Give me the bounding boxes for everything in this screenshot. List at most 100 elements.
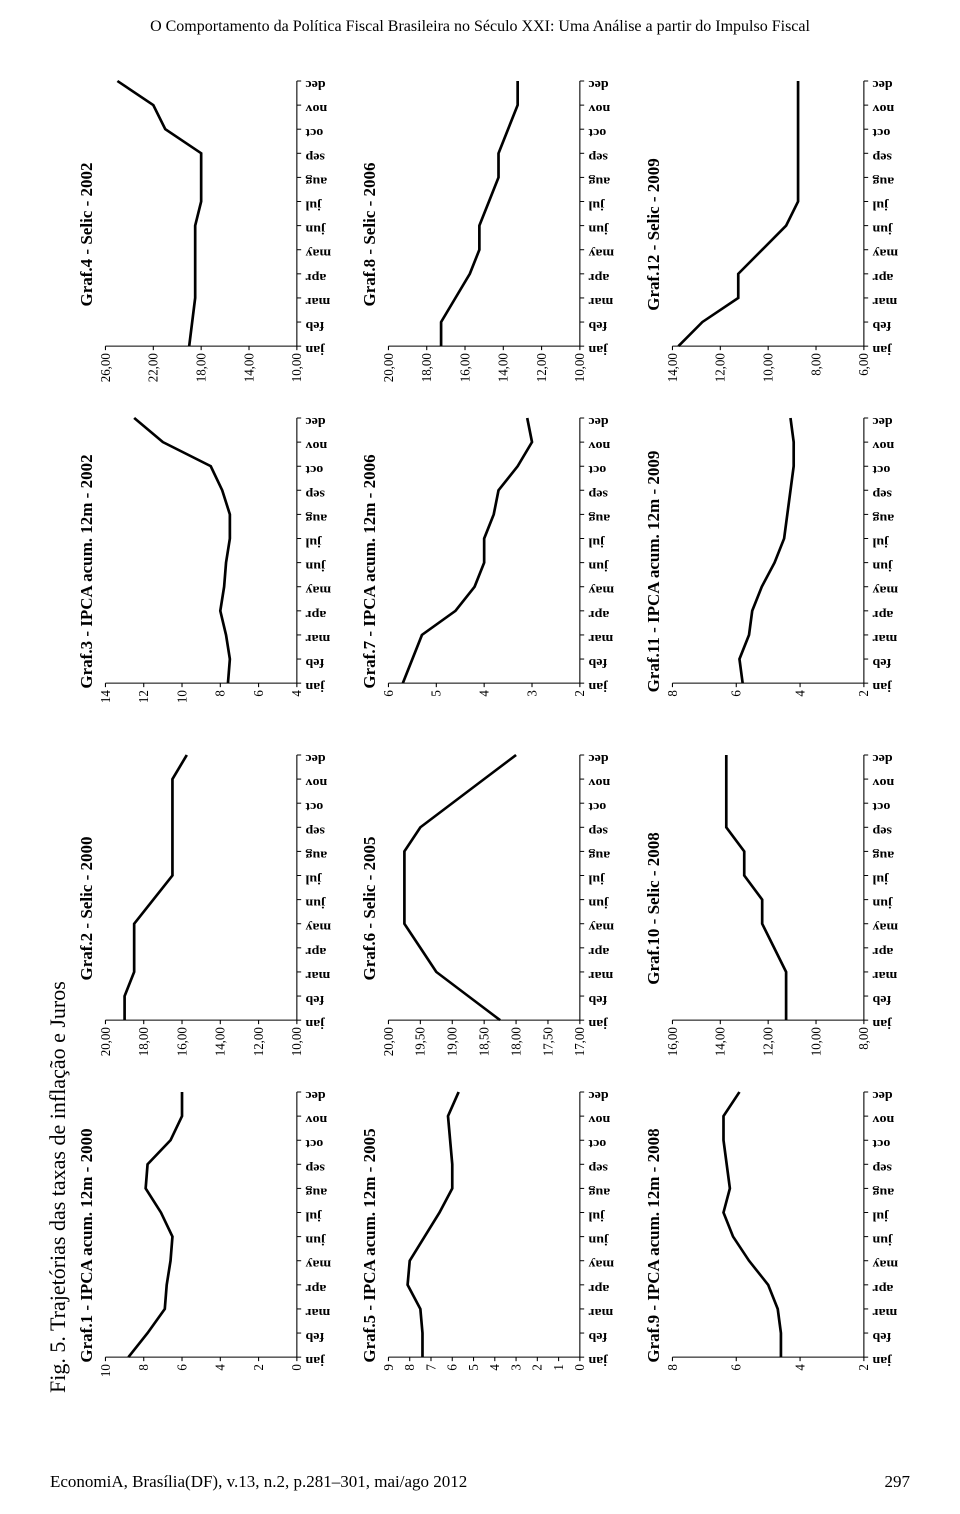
- svg-text:may: may: [872, 247, 898, 261]
- svg-text:dec: dec: [305, 752, 325, 766]
- svg-text:1: 1: [551, 1364, 567, 1370]
- svg-text:14,00: 14,00: [212, 1027, 228, 1056]
- svg-text:dec: dec: [589, 415, 609, 429]
- svg-text:16,00: 16,00: [174, 1027, 190, 1056]
- svg-text:oct: oct: [872, 1137, 890, 1151]
- chart-plot: 0246810janfebmaraprmayjunjulaugsepoctnov…: [99, 1086, 346, 1405]
- data-series-line: [441, 81, 518, 346]
- svg-text:apr: apr: [305, 945, 326, 959]
- svg-text:6: 6: [382, 690, 396, 697]
- svg-text:jul: jul: [589, 873, 607, 887]
- svg-text:oct: oct: [872, 800, 890, 814]
- svg-text:dec: dec: [872, 78, 892, 92]
- svg-text:sep: sep: [872, 150, 891, 164]
- data-series-line: [405, 755, 517, 1020]
- chart-plot: 23456janfebmaraprmayjunjulaugsepoctnovde…: [382, 412, 629, 731]
- chart-plot: 2468janfebmaraprmayjunjulaugsepoctnovdec: [666, 1086, 913, 1405]
- chart-panel: Graf.1 - IPCA acum. 12m - 20000246810jan…: [77, 1086, 346, 1405]
- svg-text:20,00: 20,00: [99, 1027, 113, 1056]
- svg-text:mar: mar: [589, 969, 614, 983]
- svg-text:10: 10: [99, 1364, 113, 1377]
- svg-text:mar: mar: [872, 632, 897, 646]
- svg-text:oct: oct: [872, 463, 890, 477]
- data-series-line: [678, 81, 798, 346]
- svg-text:apr: apr: [589, 1282, 610, 1296]
- svg-text:sep: sep: [589, 150, 608, 164]
- svg-text:nov: nov: [305, 1113, 327, 1127]
- svg-text:sep: sep: [872, 824, 891, 838]
- svg-text:jul: jul: [589, 1210, 607, 1224]
- chart-title: Graf.7 - IPCA acum. 12m - 2006: [360, 412, 380, 731]
- svg-text:dec: dec: [872, 415, 892, 429]
- chart-plot: 2468janfebmaraprmayjunjulaugsepoctnovdec: [666, 412, 913, 731]
- chart-panel: Graf.6 - Selic - 200517,0017,5018,0018,5…: [360, 749, 629, 1068]
- svg-text:2: 2: [572, 690, 588, 696]
- chart-plot: 8,0010,0012,0014,0016,00janfebmaraprmayj…: [666, 749, 913, 1068]
- svg-text:may: may: [305, 1258, 331, 1272]
- chart-plot: 468101214janfebmaraprmayjunjulaugsepoctn…: [99, 412, 346, 731]
- svg-text:jul: jul: [872, 1210, 890, 1224]
- svg-text:18,00: 18,00: [508, 1027, 524, 1056]
- svg-text:nov: nov: [305, 439, 327, 453]
- svg-text:14: 14: [99, 690, 113, 703]
- svg-text:aug: aug: [305, 849, 327, 863]
- svg-text:mar: mar: [305, 969, 330, 983]
- svg-text:nov: nov: [589, 102, 611, 116]
- svg-text:12,00: 12,00: [534, 353, 550, 382]
- svg-text:8: 8: [136, 1364, 152, 1371]
- chart-title: Graf.4 - Selic - 2002: [77, 75, 97, 394]
- chart-plot: 10,0014,0018,0022,0026,00janfebmaraprmay…: [99, 75, 346, 394]
- svg-text:26,00: 26,00: [99, 353, 113, 382]
- svg-text:9: 9: [382, 1364, 396, 1371]
- svg-text:20,00: 20,00: [382, 1027, 396, 1056]
- chart-title: Graf.2 - Selic - 2000: [77, 749, 97, 1068]
- svg-text:4: 4: [476, 690, 492, 697]
- svg-text:apr: apr: [305, 608, 326, 622]
- svg-text:dec: dec: [305, 78, 325, 92]
- svg-text:mar: mar: [305, 1306, 330, 1320]
- svg-text:dec: dec: [872, 1089, 892, 1103]
- data-series-line: [117, 81, 201, 346]
- svg-text:22,00: 22,00: [145, 353, 161, 382]
- svg-text:5: 5: [428, 690, 444, 697]
- svg-text:may: may: [305, 584, 331, 598]
- svg-text:sep: sep: [589, 1161, 608, 1175]
- svg-text:2: 2: [530, 1364, 546, 1370]
- svg-text:jan: jan: [872, 1354, 893, 1368]
- svg-text:oct: oct: [588, 463, 606, 477]
- svg-text:jun: jun: [588, 1234, 610, 1248]
- svg-text:2: 2: [855, 1364, 871, 1370]
- svg-text:feb: feb: [305, 1330, 324, 1344]
- svg-text:10: 10: [174, 690, 190, 703]
- svg-text:feb: feb: [305, 656, 324, 670]
- svg-text:aug: aug: [872, 849, 894, 863]
- svg-text:dec: dec: [589, 78, 609, 92]
- svg-text:19,00: 19,00: [444, 1027, 460, 1056]
- svg-text:mar: mar: [872, 295, 897, 309]
- svg-text:feb: feb: [305, 993, 324, 1007]
- chart-panel: Graf.9 - IPCA acum. 12m - 20082468janfeb…: [644, 1086, 913, 1405]
- svg-text:jun: jun: [305, 223, 327, 237]
- svg-text:nov: nov: [872, 439, 894, 453]
- svg-text:jan: jan: [872, 680, 893, 694]
- svg-text:sep: sep: [305, 487, 324, 501]
- svg-text:jan: jan: [588, 1354, 609, 1368]
- svg-text:oct: oct: [305, 463, 323, 477]
- svg-text:sep: sep: [305, 150, 324, 164]
- svg-text:may: may: [589, 584, 615, 598]
- svg-text:sep: sep: [305, 824, 324, 838]
- sideways-figure: Fig. 5. Trajetórias das taxas de inflaçã…: [45, 75, 915, 1405]
- svg-text:jun: jun: [872, 1234, 894, 1248]
- svg-text:14,00: 14,00: [495, 353, 511, 382]
- chart-title: Graf.5 - IPCA acum. 12m - 2005: [360, 1086, 380, 1405]
- svg-text:sep: sep: [589, 824, 608, 838]
- svg-text:2: 2: [855, 690, 871, 696]
- svg-text:feb: feb: [305, 319, 324, 333]
- svg-text:mar: mar: [872, 1306, 897, 1320]
- svg-text:3: 3: [508, 1364, 524, 1371]
- svg-text:jul: jul: [872, 199, 890, 213]
- chart-plot: 0123456789janfebmaraprmayjunjulaugsepoct…: [382, 1086, 629, 1405]
- svg-text:feb: feb: [589, 993, 608, 1007]
- footer-pagenum: 297: [885, 1472, 911, 1492]
- svg-text:jul: jul: [872, 536, 890, 550]
